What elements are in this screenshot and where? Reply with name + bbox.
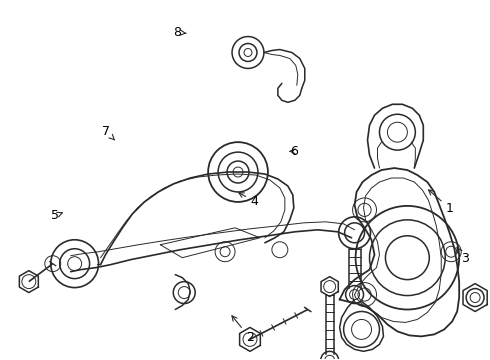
Text: 2: 2 [232, 316, 254, 344]
Text: 5: 5 [50, 210, 62, 222]
Text: 7: 7 [102, 125, 115, 140]
Text: 8: 8 [172, 26, 186, 39]
Text: 6: 6 [290, 145, 298, 158]
Text: 1: 1 [429, 190, 454, 215]
Text: 3: 3 [457, 247, 468, 265]
Text: 4: 4 [239, 193, 259, 208]
